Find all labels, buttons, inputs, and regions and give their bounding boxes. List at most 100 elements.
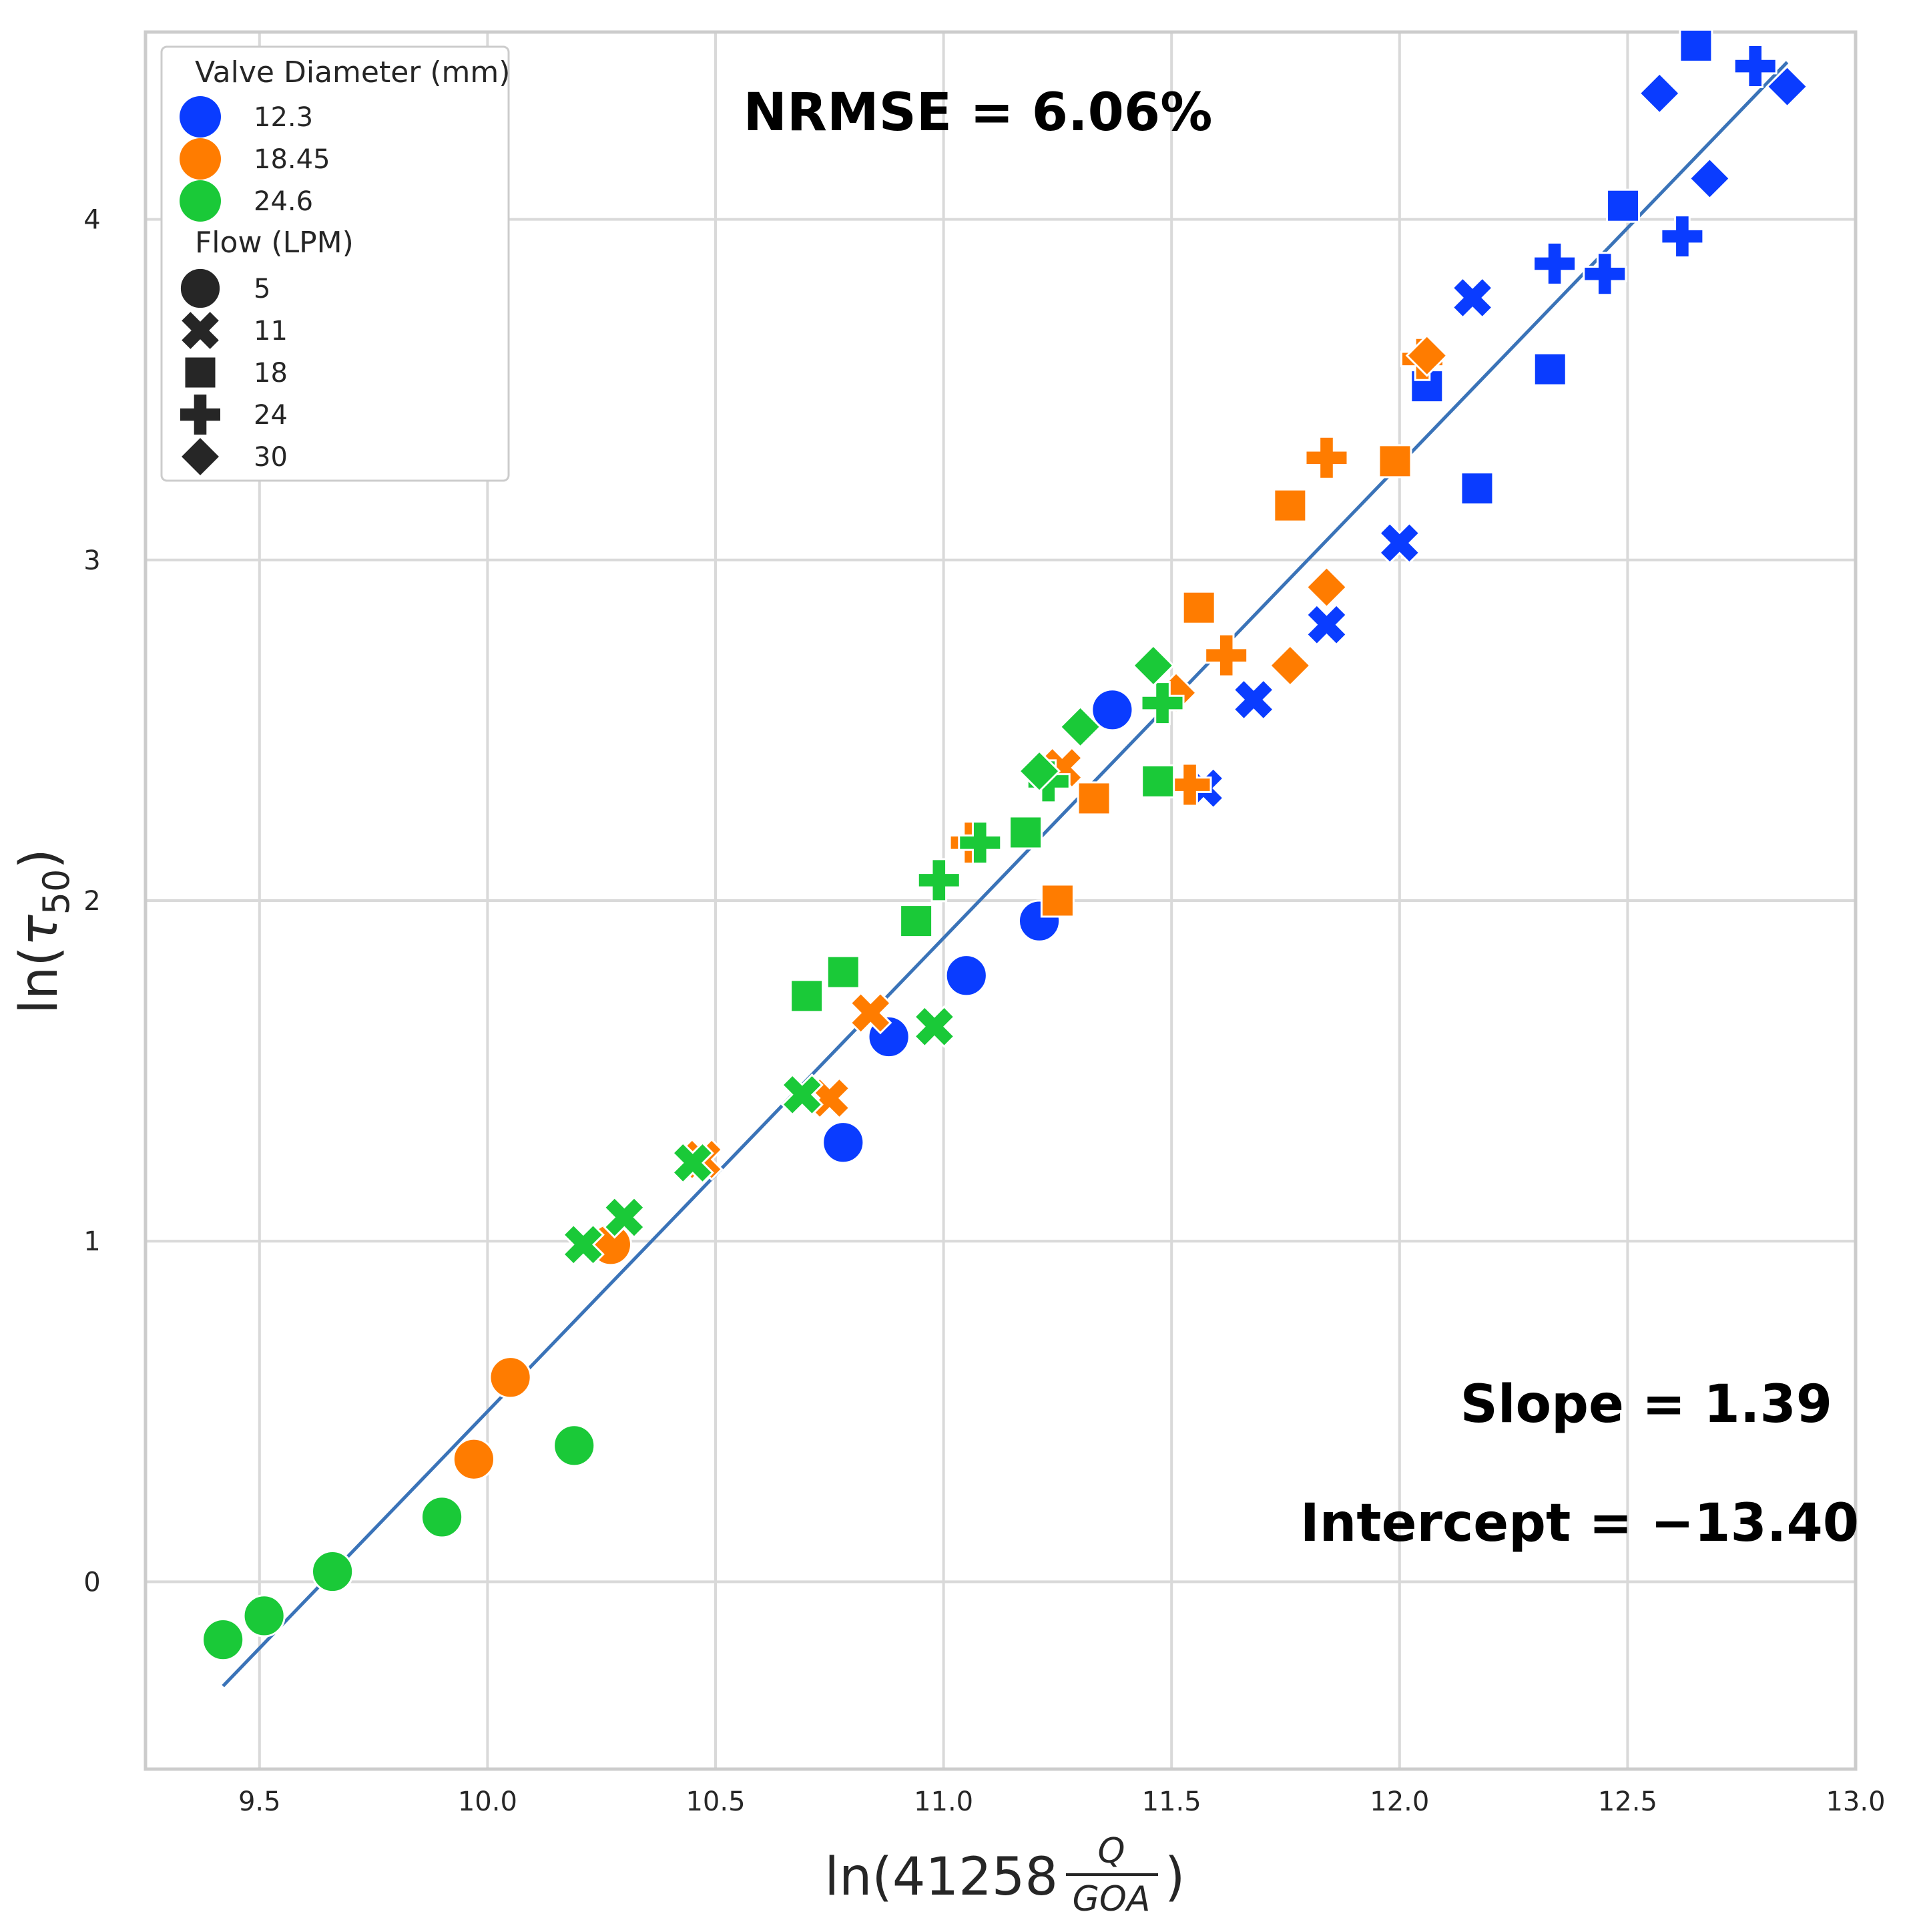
x-tick-label: 10.0	[458, 1786, 517, 1817]
data-point-square	[1181, 590, 1216, 625]
x-axis-label: ln(41258 Q GOA )	[824, 1831, 1185, 1919]
x-axis-label-denominator: GOA	[1073, 1879, 1151, 1919]
data-point-circle	[1091, 688, 1134, 732]
x-tick-label: 11.0	[914, 1786, 973, 1817]
slope-annotation: Slope = 1.39	[1460, 1375, 1832, 1435]
tick-labels: 9.5 10.0 10.5 11.0 11.5 12.0 12.5 13.0 0 1 2 3 4	[83, 205, 1885, 1817]
legend-marker-entries: 5 11 18 24 30	[178, 266, 288, 479]
legend-marker-label: 30	[254, 442, 288, 473]
data-point-diamond	[1688, 157, 1731, 200]
data-point-square	[1679, 28, 1713, 63]
data-point-square	[1009, 815, 1043, 850]
x-axis-label-suffix: )	[1165, 1847, 1185, 1907]
data-point-plus	[1140, 681, 1185, 726]
data-point-circle	[944, 954, 988, 997]
legend-box	[160, 45, 510, 482]
data-point-x	[671, 1141, 714, 1184]
regression-line	[222, 61, 1789, 1688]
data-point-diamond	[1268, 644, 1312, 688]
svg-text:ln(τ50): ln(τ50)	[9, 849, 77, 1014]
data-point-square	[1273, 488, 1308, 523]
legend-color-title: Valve Diameter (mm)	[195, 55, 510, 89]
data-point-square	[1378, 444, 1412, 479]
x-tick-label: 11.5	[1142, 1786, 1201, 1817]
data-point-square	[899, 904, 934, 939]
legend-color-swatch	[180, 138, 221, 180]
data-point-x	[1451, 276, 1494, 319]
legend: Valve Diameter (mm) 12.3 18.45 24.6 Flow (…	[160, 45, 510, 482]
data-point-plus	[958, 820, 1003, 865]
y-axis-label: ln(τ50)	[9, 849, 77, 1014]
data-point-circle	[420, 1495, 464, 1539]
y-tick-label: 3	[83, 545, 100, 576]
data-points	[202, 28, 1809, 1662]
data-point-x	[1378, 521, 1421, 565]
legend-color-label: 18.45	[254, 144, 330, 175]
y-axis-label-subscript: 50	[35, 869, 77, 915]
data-point-circle	[202, 1618, 245, 1662]
data-point-square	[1460, 471, 1494, 506]
data-point-square	[1040, 883, 1075, 918]
data-point-square	[1077, 781, 1111, 816]
legend-marker-label: 11	[254, 316, 288, 346]
y-tick-label: 0	[83, 1567, 100, 1598]
plot-border	[144, 30, 1858, 1771]
data-point-square	[1533, 352, 1567, 387]
data-point-x	[1232, 678, 1276, 722]
data-point-diamond	[1305, 565, 1348, 609]
data-point-diamond	[1017, 750, 1061, 793]
plot-frame	[144, 30, 1858, 1771]
legend-marker-swatch	[178, 393, 222, 437]
data-point-plus	[1733, 44, 1778, 89]
data-point-circle	[452, 1437, 496, 1481]
data-point-circle	[311, 1549, 354, 1594]
legend-marker-swatch	[178, 308, 222, 352]
data-point-square	[826, 955, 860, 989]
y-axis-label-suffix: )	[9, 849, 69, 869]
x-axis-label-prefix: ln(41258	[824, 1847, 1058, 1907]
data-point-plus	[916, 858, 961, 903]
x-tick-label: 12.0	[1370, 1786, 1429, 1817]
legend-marker-swatch	[178, 435, 222, 479]
x-tick-label: 10.5	[686, 1786, 745, 1817]
data-point-square	[1606, 188, 1641, 223]
y-axis-label-prefix: ln(	[9, 946, 69, 1014]
legend-color-swatch	[180, 96, 221, 138]
x-axis-label-numerator: Q	[1098, 1831, 1125, 1871]
data-point-x	[849, 991, 892, 1035]
intercept-annotation: Intercept = −13.40	[1300, 1493, 1859, 1553]
data-point-plus	[1583, 252, 1627, 296]
data-point-x	[603, 1196, 646, 1239]
x-tick-label: 9.5	[238, 1786, 281, 1817]
data-point-diamond	[1638, 71, 1681, 115]
fit-line-layer	[222, 61, 1789, 1688]
legend-color-label: 24.6	[254, 186, 313, 217]
data-point-plus	[1660, 214, 1705, 259]
data-point-circle	[553, 1424, 596, 1467]
data-point-diamond	[1765, 65, 1809, 108]
data-point-square	[790, 979, 824, 1013]
data-point-plus	[1204, 633, 1249, 678]
data-point-x	[561, 1223, 605, 1266]
data-point-plus	[1533, 241, 1577, 286]
legend-color-entries: 12.3 18.45 24.6	[180, 96, 330, 222]
data-point-x	[912, 1005, 956, 1048]
data-point-x	[780, 1073, 824, 1116]
y-tick-label: 4	[83, 205, 100, 236]
x-tick-label: 12.5	[1598, 1786, 1657, 1817]
data-point-circle	[489, 1356, 532, 1399]
data-point-circle	[822, 1121, 865, 1164]
legend-marker-label: 18	[254, 358, 288, 389]
y-axis-label-tau: τ	[9, 914, 69, 946]
data-point-diamond	[1059, 705, 1102, 748]
data-point-x	[1305, 603, 1348, 646]
legend-marker-title: Flow (LPM)	[195, 226, 354, 260]
legend-color-label: 12.3	[254, 102, 313, 133]
data-point-circle	[242, 1594, 286, 1638]
legend-marker-label: 5	[254, 274, 270, 304]
legend-marker-swatch	[178, 266, 222, 310]
legend-marker-swatch	[183, 355, 218, 390]
nrmse-annotation: NRMSE = 6.06%	[744, 83, 1213, 143]
data-point-diamond	[1131, 644, 1175, 688]
